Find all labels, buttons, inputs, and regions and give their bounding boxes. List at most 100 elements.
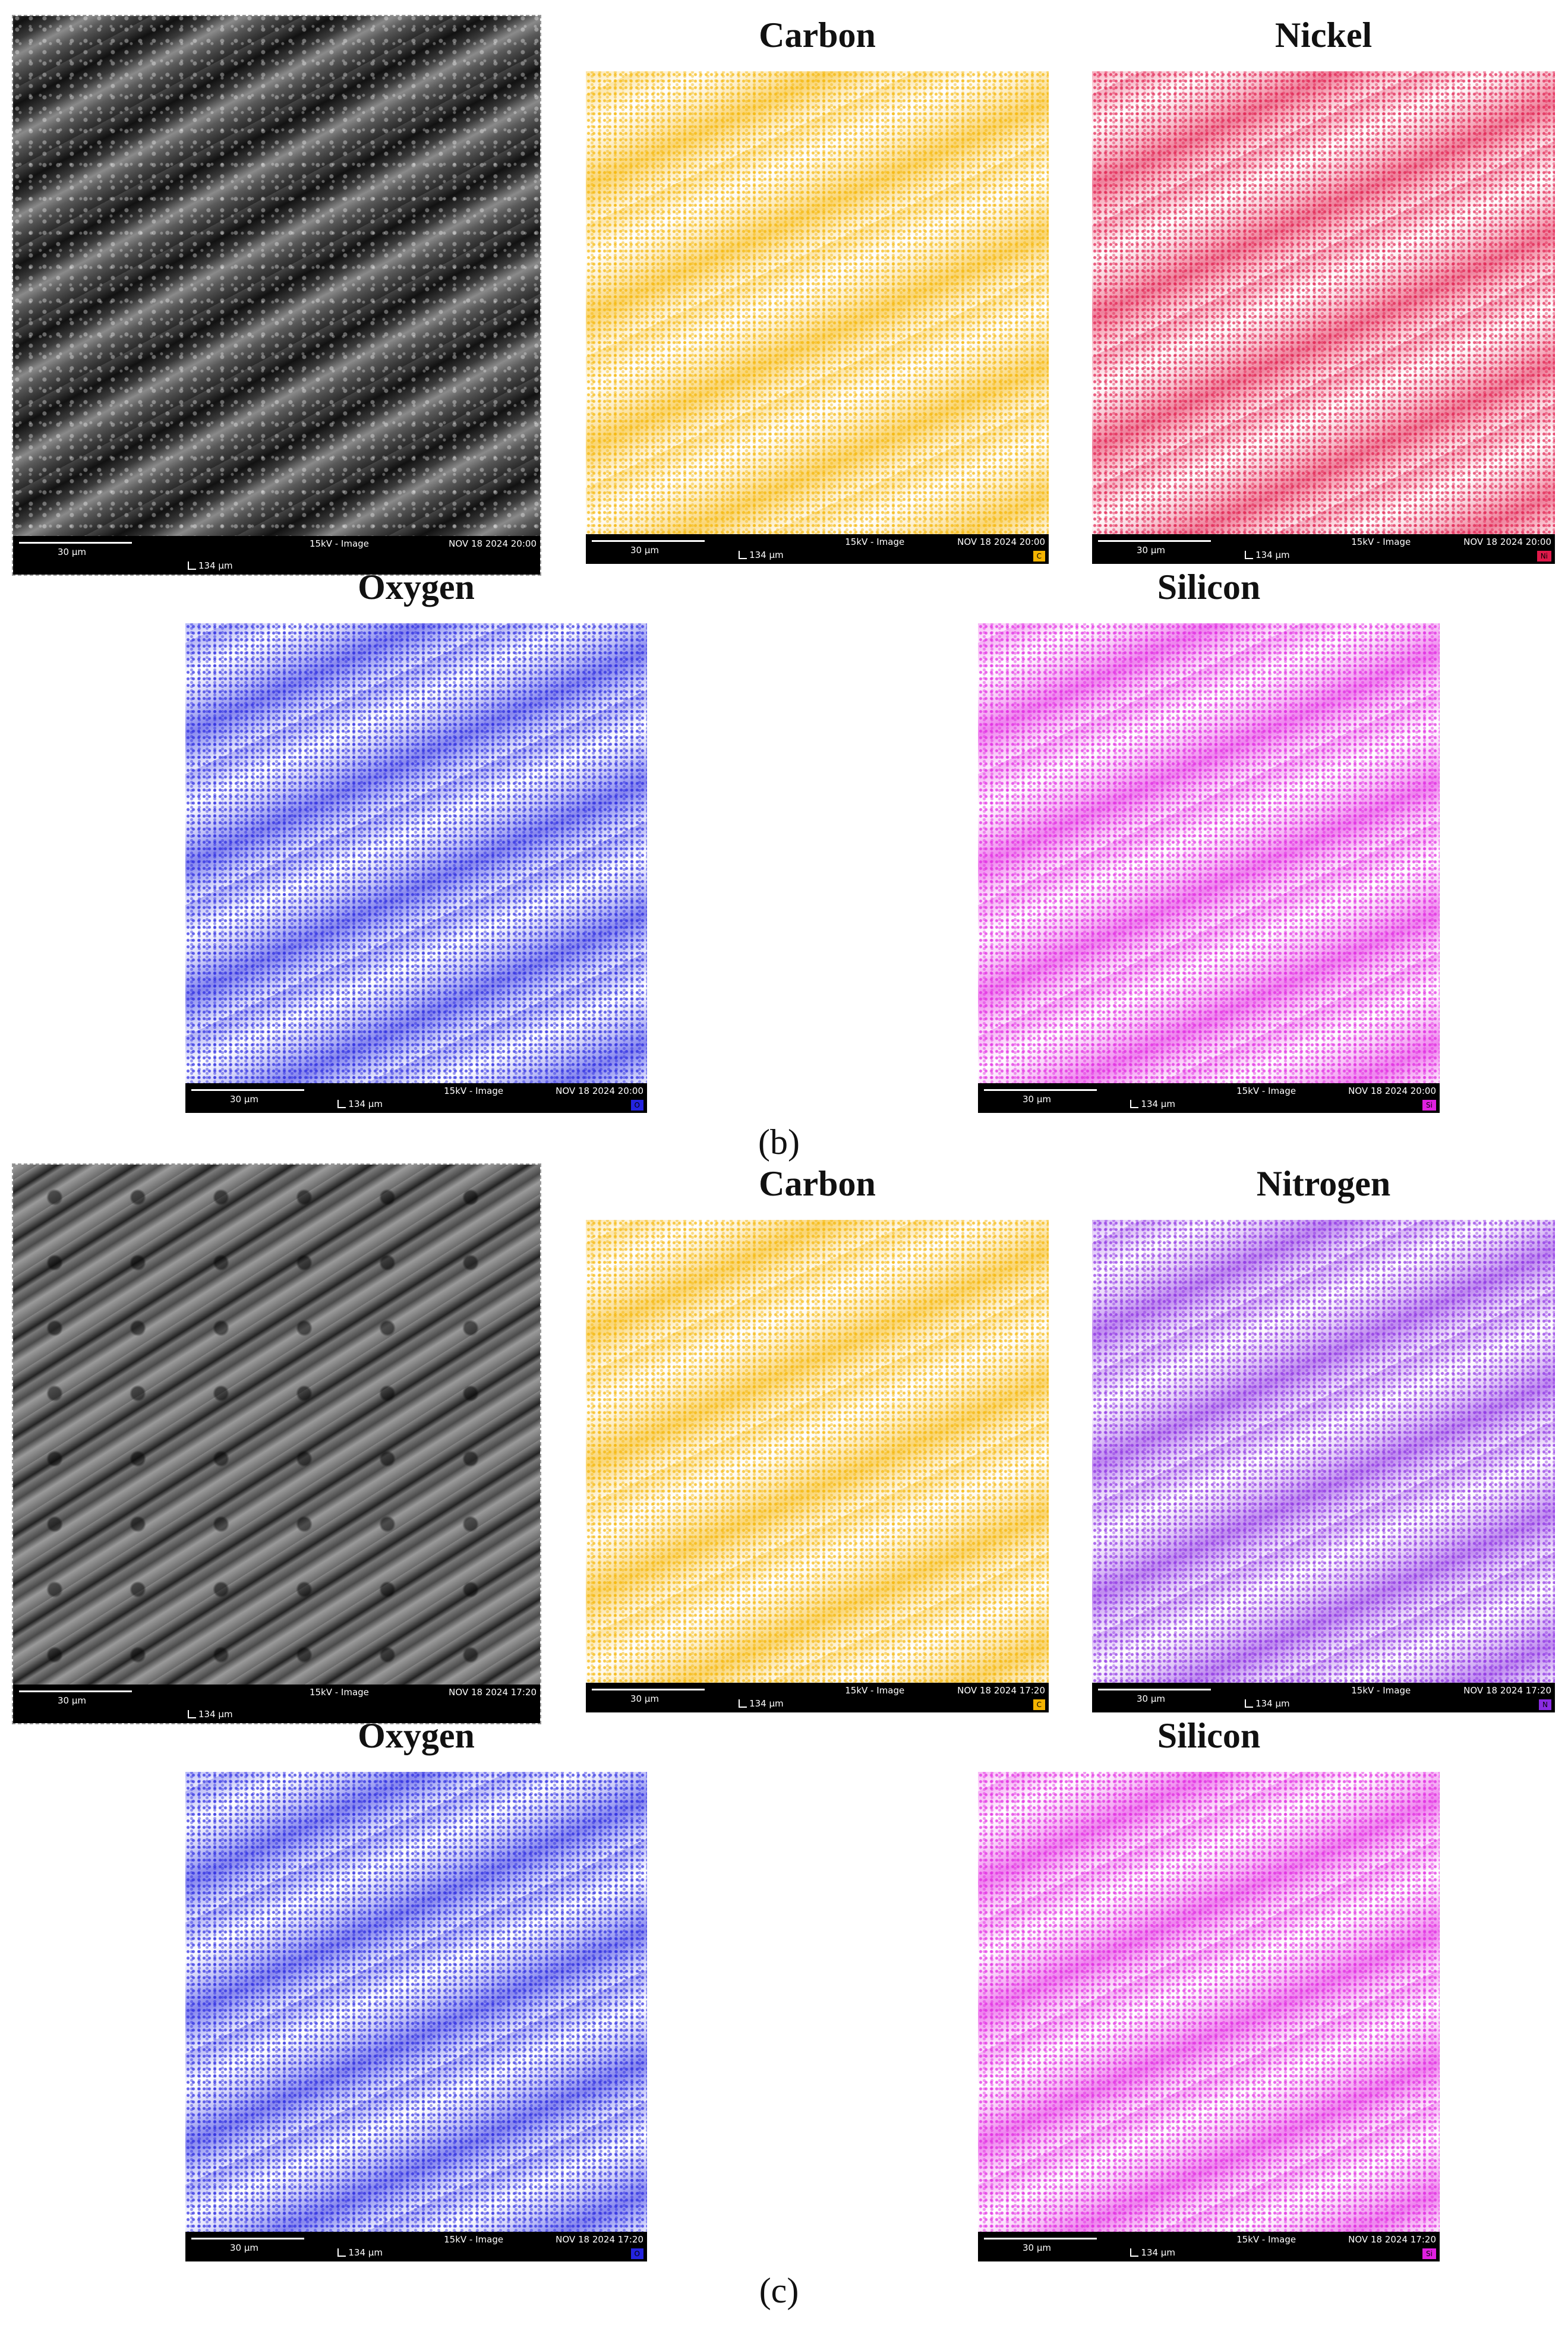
map-title: Carbon xyxy=(759,15,876,55)
scale-bar xyxy=(984,1089,1097,1091)
element-tag: O xyxy=(630,1100,643,1111)
scale-bar xyxy=(191,2238,304,2239)
date-label: NOV 18 2024 17:20 xyxy=(957,1685,1045,1696)
field-icon xyxy=(1245,551,1254,559)
scale-label: 30 µm xyxy=(1023,2242,1052,2253)
image-area xyxy=(586,1220,1049,1683)
info-bar: 30 µm 15kV - Image NOV 18 2024 17:20 134 µm xyxy=(13,1685,540,1723)
caption: (b) xyxy=(758,1122,800,1162)
scale-label: 30 µm xyxy=(630,545,660,556)
field-icon xyxy=(1130,2248,1139,2257)
field-label: 134 µm xyxy=(749,1698,784,1709)
field-label: 134 µm xyxy=(198,1709,233,1720)
sem-image: 30 µm 15kV - Image NOV 18 2024 17:20 134 µm xyxy=(12,1163,541,1724)
scale-label: 30 µm xyxy=(58,1695,87,1706)
date-label: NOV 18 2024 17:20 xyxy=(1463,1685,1551,1696)
scale-label: 30 µm xyxy=(1137,545,1166,556)
element-map: 30 µm 15kV - Image NOV 18 2024 17:20 134 µm… xyxy=(978,1772,1440,2261)
info-bar: 30 µm 15kV - Image NOV 18 2024 17:20 134 µm… xyxy=(586,1683,1049,1712)
scale-bar xyxy=(1098,540,1211,542)
field-label: 134 µm xyxy=(1255,550,1290,560)
mode-label: 15kV - Image xyxy=(309,538,369,549)
field-icon xyxy=(1130,1100,1139,1108)
date-label: NOV 18 2024 20:00 xyxy=(957,537,1045,547)
caption: (c) xyxy=(759,2271,799,2310)
field-icon xyxy=(1245,1699,1254,1708)
info-bar: 30 µm 15kV - Image NOV 18 2024 17:20 134 µm… xyxy=(978,2232,1440,2261)
mode-label: 15kV - Image xyxy=(309,1687,369,1698)
map-title: Carbon xyxy=(759,1164,876,1203)
map-title: Nickel xyxy=(1274,15,1373,55)
field-icon xyxy=(337,1100,346,1108)
mode-label: 15kV - Image xyxy=(845,537,905,547)
info-bar: 30 µm 15kV - Image NOV 18 2024 17:20 134 µm… xyxy=(1092,1683,1555,1712)
scale-bar xyxy=(19,542,132,544)
element-tag: C xyxy=(1033,551,1045,562)
element-map: 30 µm 15kV - Image NOV 18 2024 20:00 134 µm… xyxy=(1092,71,1555,564)
info-bar: 30 µm 15kV - Image NOV 18 2024 20:00 134 µm… xyxy=(978,1083,1440,1113)
info-bar: 30 µm 15kV - Image NOV 18 2024 20:00 134 µm xyxy=(13,536,540,575)
scale-bar xyxy=(592,540,705,542)
field-label: 134 µm xyxy=(1255,1698,1290,1709)
field-label: 134 µm xyxy=(198,560,233,571)
date-label: NOV 18 2024 20:00 xyxy=(556,1086,643,1096)
scale-label: 30 µm xyxy=(230,2242,259,2253)
element-map: 30 µm 15kV - Image NOV 18 2024 20:00 134 µm… xyxy=(586,71,1049,564)
mode-label: 15kV - Image xyxy=(1351,1685,1411,1696)
field-label: 134 µm xyxy=(348,2247,383,2258)
map-title: Silicon xyxy=(1157,1716,1261,1755)
scale-bar xyxy=(191,1089,304,1091)
image-area xyxy=(185,1772,647,2232)
image-area xyxy=(13,1165,540,1685)
date-label: NOV 18 2024 17:20 xyxy=(556,2234,643,2245)
field-label: 134 µm xyxy=(1141,1099,1175,1109)
mode-label: 15kV - Image xyxy=(444,2234,504,2245)
element-map: 30 µm 15kV - Image NOV 18 2024 20:00 134 µm… xyxy=(978,623,1440,1113)
element-tag: Ni xyxy=(1537,551,1551,562)
field-icon xyxy=(188,1710,197,1718)
map-title: Silicon xyxy=(1157,567,1261,607)
element-tag: Si xyxy=(1422,1100,1436,1111)
element-map: 30 µm 15kV - Image NOV 18 2024 17:20 134 µm… xyxy=(1092,1220,1555,1712)
field-icon xyxy=(739,1699,747,1708)
info-bar: 30 µm 15kV - Image NOV 18 2024 17:20 134 µm… xyxy=(185,2232,647,2261)
scale-bar xyxy=(592,1689,705,1690)
mode-label: 15kV - Image xyxy=(444,1086,504,1096)
map-title: Nitrogen xyxy=(1256,1164,1391,1203)
image-area xyxy=(13,16,540,536)
map-title: Oxygen xyxy=(358,567,475,607)
mode-label: 15kV - Image xyxy=(845,1685,905,1696)
field-label: 134 µm xyxy=(1141,2247,1175,2258)
date-label: NOV 18 2024 20:00 xyxy=(449,538,537,549)
image-area xyxy=(978,623,1440,1083)
mode-label: 15kV - Image xyxy=(1236,1086,1296,1096)
scale-label: 30 µm xyxy=(230,1094,259,1105)
image-area xyxy=(1092,1220,1555,1683)
date-label: NOV 18 2024 20:00 xyxy=(1463,537,1551,547)
date-label: NOV 18 2024 17:20 xyxy=(449,1687,537,1698)
image-area xyxy=(978,1772,1440,2232)
scale-label: 30 µm xyxy=(1137,1693,1166,1704)
field-label: 134 µm xyxy=(749,550,784,560)
element-tag: O xyxy=(630,2248,643,2259)
date-label: NOV 18 2024 17:20 xyxy=(1348,2234,1436,2245)
image-area xyxy=(185,623,647,1083)
sem-image: 30 µm 15kV - Image NOV 18 2024 20:00 134 µm xyxy=(12,15,541,576)
image-area xyxy=(1092,71,1555,534)
scale-bar xyxy=(984,2238,1097,2239)
element-map: 30 µm 15kV - Image NOV 18 2024 17:20 134 µm… xyxy=(185,1772,647,2261)
element-map: 30 µm 15kV - Image NOV 18 2024 20:00 134 µm… xyxy=(185,623,647,1113)
field-icon xyxy=(739,551,747,559)
info-bar: 30 µm 15kV - Image NOV 18 2024 20:00 134 µm… xyxy=(586,534,1049,564)
map-title: Oxygen xyxy=(358,1716,475,1755)
info-bar: 30 µm 15kV - Image NOV 18 2024 20:00 134 µm… xyxy=(185,1083,647,1113)
element-tag: C xyxy=(1033,1699,1045,1710)
mode-label: 15kV - Image xyxy=(1351,537,1411,547)
info-bar: 30 µm 15kV - Image NOV 18 2024 20:00 134 µm… xyxy=(1092,534,1555,564)
scale-label: 30 µm xyxy=(630,1693,660,1704)
scale-label: 30 µm xyxy=(1023,1094,1052,1105)
scale-bar xyxy=(19,1690,132,1692)
scale-label: 30 µm xyxy=(58,547,87,557)
element-tag: Si xyxy=(1422,2248,1436,2259)
date-label: NOV 18 2024 20:00 xyxy=(1348,1086,1436,1096)
